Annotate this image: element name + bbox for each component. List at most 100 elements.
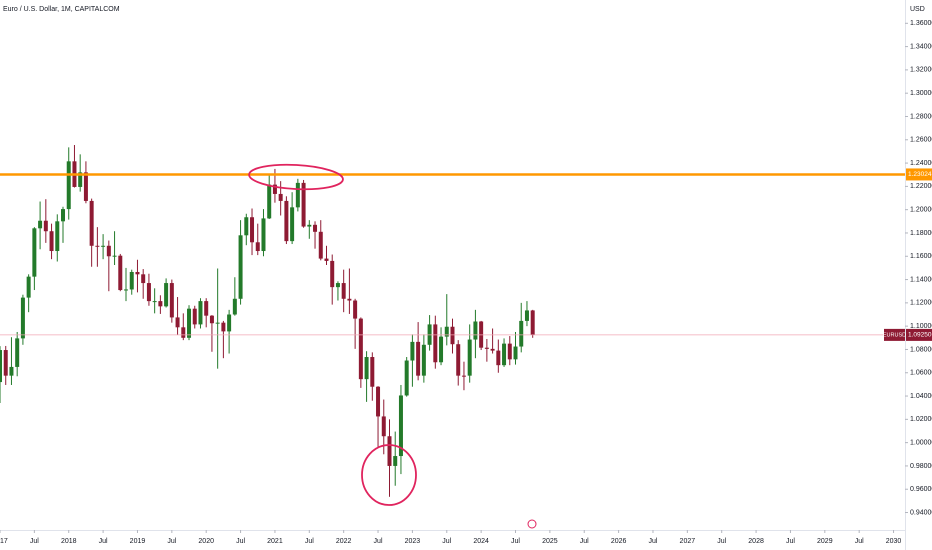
candle-body [490,348,495,351]
x-tick-label: Jul [580,538,589,545]
candle-body [513,346,518,360]
y-tick-label: 1.06000 [910,370,932,377]
candle-body [187,308,192,338]
y-tick-label: 1.08000 [910,346,932,353]
candle-body [364,357,369,380]
x-tick-label: Jul [30,538,39,545]
candle-body [158,301,163,307]
candle-body [135,271,140,275]
last-price-box [906,328,932,341]
x-tick-label: 2025 [542,538,558,545]
candle-body [353,300,358,319]
candle-body [358,318,363,380]
candle-body [393,456,398,466]
candle-body [209,315,214,324]
plot [0,145,905,497]
y-tick-label: 1.16000 [910,253,932,260]
candle-body [192,308,197,325]
candle-body [341,283,346,299]
candle-body [381,416,386,437]
candle-body [32,228,37,277]
level-label-box [906,168,932,181]
candle-body [129,271,134,290]
candle-body [278,193,283,201]
x-tick-label: 2028 [748,538,764,545]
drawn-circle [361,444,417,506]
candle-body [484,347,489,349]
y-tick-label: 1.26000 [910,137,932,144]
candle-body [261,218,266,252]
x-tick-label: Jul [167,538,176,545]
candle-body [502,343,507,366]
candle-body [204,301,209,316]
candle-body [519,320,524,347]
x-tick-label: 2023 [405,538,421,545]
candle-body [175,317,180,328]
x-tick-label: Jul [717,538,726,545]
candle-body [221,322,226,332]
x-tick-label: Jul [236,538,245,545]
y-tick-label: 1.18000 [910,230,932,237]
candle-body [370,357,375,387]
candle-body [78,172,83,187]
candle-body [496,350,501,366]
y-tick-label: 1.28000 [910,113,932,120]
candle-body [198,301,203,325]
candle-body [169,283,174,318]
candle-body [164,283,169,307]
candle-body [313,224,318,232]
x-tick-label: Jul [305,538,314,545]
x-tick-label: 2018 [61,538,77,545]
x-tick-label: 2029 [817,538,833,545]
event-icon[interactable] [527,519,537,529]
y-tick-label: 1.36000 [910,20,932,27]
candle-body [61,209,66,222]
candle-body [456,344,461,376]
candle-body [433,324,438,363]
candle-body [83,172,88,201]
candle-body [267,184,272,219]
candle-body [238,235,243,299]
x-tick-label: Jul [855,538,864,545]
candle-body [244,217,249,236]
candle-body [450,326,455,345]
candle-body [335,283,340,288]
candle-body [444,326,449,337]
candle-body [255,242,260,252]
candle-body [307,224,312,227]
x-tick-label: 2022 [336,538,352,545]
candle-body [347,298,352,301]
candle-body [232,298,237,315]
candle-body [26,276,31,298]
y-tick-label: 1.30000 [910,90,932,97]
candle-body [524,310,529,321]
last-price-label: 1.09250 [908,332,932,339]
candle-body [507,343,512,360]
candle-body [421,344,426,376]
candle-body [227,314,232,332]
candle-body [124,289,129,291]
x-tick-label: 2024 [473,538,489,545]
x-tick-label: Jul [511,538,520,545]
candle-body [467,339,472,376]
candle-body [324,258,329,261]
x-tick-label: Jul [648,538,657,545]
y-tick-label: 1.04000 [910,393,932,400]
x-tick-label: 2020 [198,538,214,545]
candle-body [295,182,300,208]
y-tick-label: 1.34000 [910,43,932,50]
candle-body [43,220,48,232]
candle-body [0,350,2,383]
candle-body [112,255,117,257]
x-tick-label: Jul [99,538,108,545]
x-tick-label: Jul [442,538,451,545]
candle-body [461,375,466,377]
candle-body [284,200,289,242]
symbol-tag: EURUSD [883,332,906,338]
candle-body [404,360,409,396]
